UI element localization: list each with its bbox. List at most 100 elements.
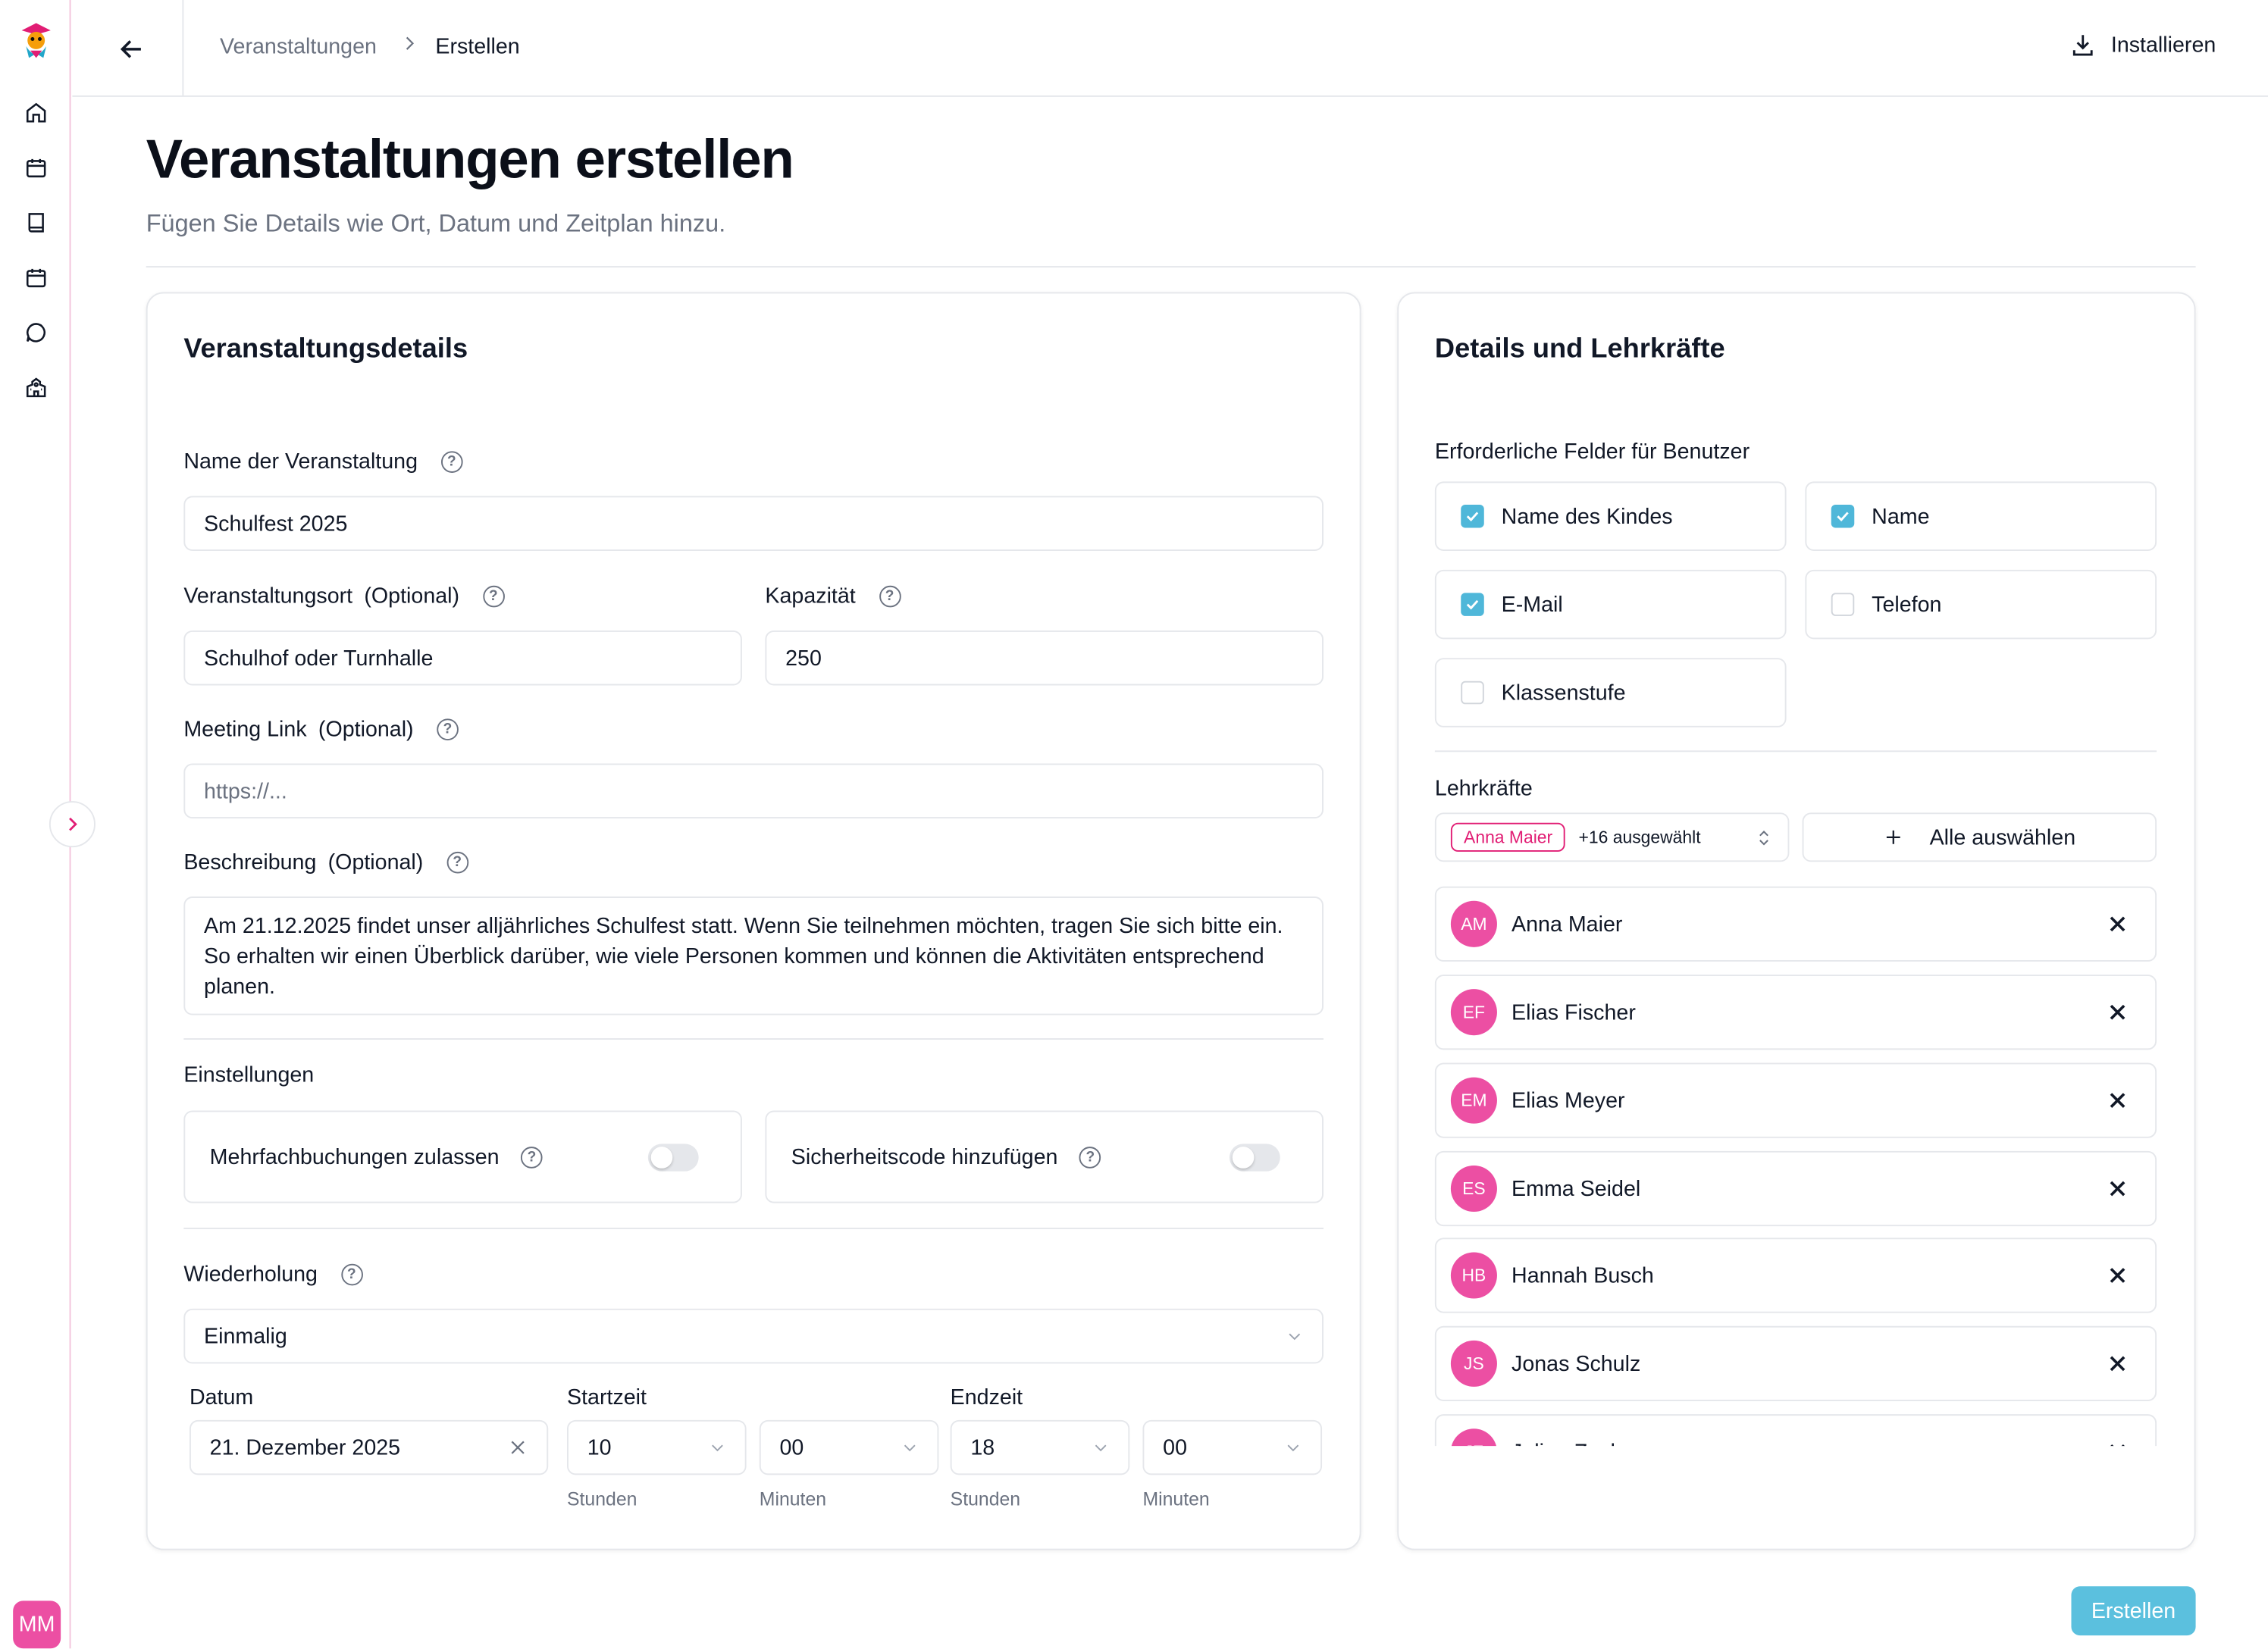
repeat-label-text: Wiederholung [183,1262,318,1288]
teacher-avatar: ES [1450,1165,1497,1212]
checkbox-checked[interactable] [1461,504,1484,528]
chat-icon[interactable] [24,321,48,345]
teacher-item: HB Hannah Busch [1434,1238,2157,1313]
checkbox-checked[interactable] [1831,504,1855,528]
remove-icon[interactable] [2104,911,2130,937]
description-textarea[interactable]: Am 21.12.2025 findet unser alljährliches… [183,896,1324,1015]
location-input[interactable]: Schulhof oder Turnhalle [183,630,742,686]
field-phone[interactable]: Telefon [1805,569,2157,640]
teacher-avatar: EF [1450,989,1497,1036]
user-avatar[interactable]: MM [13,1600,61,1649]
teacher-name: Julian Zech [1511,1440,1622,1447]
field-email[interactable]: E-Mail [1434,569,1787,640]
selected-teacher-chip[interactable]: Anna Maier [1450,822,1566,852]
end-minutes-select[interactable]: 00 [1142,1419,1323,1475]
field-label: Klassenstufe [1501,680,1626,706]
clear-icon[interactable] [508,1438,528,1458]
teacher-item: JS Jonas Schulz [1434,1325,2157,1402]
home-icon[interactable] [24,102,48,125]
help-icon[interactable]: ? [482,585,505,608]
help-icon[interactable]: ? [521,1146,543,1168]
end-hours-select[interactable]: 18 [950,1419,1130,1475]
location-label: Veranstaltungsort (Optional) ? [183,584,505,609]
calendar-alt-icon[interactable] [24,266,48,289]
remove-icon[interactable] [2104,1439,2130,1447]
optional-tag: (Optional) [327,850,424,875]
checkbox-checked[interactable] [1461,593,1484,616]
remove-icon[interactable] [2104,1000,2130,1025]
header-divider [146,266,2196,268]
repeat-select[interactable]: Einmalig [183,1308,1324,1364]
school-icon[interactable] [24,376,48,399]
event-name-label-text: Name der Veranstaltung [183,449,418,474]
plus-icon [1886,830,1900,844]
chevron-down-icon [1095,1444,1107,1452]
chevron-down-icon [712,1444,723,1452]
remove-icon[interactable] [2104,1263,2130,1288]
field-label: Telefon [1872,592,1942,617]
check-icon [1466,512,1479,522]
start-hours-select[interactable]: 10 [566,1419,747,1475]
chevron-down-icon [904,1444,916,1452]
teacher-avatar: EM [1450,1077,1497,1124]
topbar: Veranstaltungen Erstellen Installieren [72,0,2268,97]
help-icon[interactable]: ? [440,451,463,473]
help-icon[interactable]: ? [340,1263,363,1286]
teachers-multiselect[interactable]: Anna Maier +16 ausgewählt [1434,812,1790,862]
security-code-toggle[interactable] [1229,1144,1280,1172]
capacity-input[interactable]: 250 [765,630,1324,686]
event-name-input[interactable]: Schulfest 2025 [183,496,1324,552]
back-button[interactable] [116,33,148,65]
book-icon[interactable] [24,211,48,235]
teacher-name: Emma Seidel [1511,1176,1641,1201]
install-button[interactable]: Installieren [2070,32,2216,58]
checkbox-unchecked[interactable] [1831,593,1855,616]
divider [1434,750,2157,753]
end-minutes-value: 00 [1163,1435,1188,1460]
remove-icon[interactable] [2104,1175,2130,1201]
start-minutes-select[interactable]: 00 [759,1419,939,1475]
start-time-label: Startzeit [566,1385,647,1410]
field-child-name[interactable]: Name des Kindes [1434,481,1787,552]
chevron-right-icon [406,36,415,50]
teacher-list: AM Anna Maier EF Elias Fischer EM Elias … [1432,882,2161,1447]
teacher-name: Elias Meyer [1511,1087,1625,1113]
teacher-name: Anna Maier [1511,912,1623,937]
create-button[interactable]: Erstellen [2071,1586,2196,1636]
date-label: Datum [189,1385,254,1410]
calendar-icon[interactable] [24,156,48,180]
select-all-label: Alle auswählen [1929,824,2076,850]
event-name-label: Name der Veranstaltung ? [183,449,463,474]
field-name[interactable]: Name [1805,481,2157,552]
security-code-setting: Sicherheitscode hinzufügen ? [765,1110,1324,1203]
meeting-link-input[interactable]: https://... [183,763,1324,819]
breadcrumb-item-events[interactable]: Veranstaltungen [220,34,377,60]
date-input[interactable]: 21. Dezember 2025 [189,1419,549,1475]
select-all-button[interactable]: Alle auswählen [1802,812,2157,862]
event-details-title: Veranstaltungsdetails [183,333,468,365]
teacher-avatar: HB [1450,1252,1497,1299]
teacher-name: Elias Fischer [1511,1000,1636,1025]
help-icon[interactable]: ? [446,851,468,874]
capacity-label: Kapazität ? [765,584,901,609]
multi-booking-toggle[interactable] [647,1144,699,1172]
help-icon[interactable]: ? [1079,1146,1101,1168]
help-icon[interactable]: ? [879,585,901,608]
remove-icon[interactable] [2104,1350,2130,1376]
divider [183,1038,1324,1040]
checkbox-unchecked[interactable] [1461,681,1484,705]
meeting-label-text: Meeting Link [183,717,307,742]
help-icon[interactable]: ? [437,718,459,740]
settings-label: Einstellungen [183,1062,315,1087]
required-fields-label: Erforderliche Felder für Benutzer [1434,440,1750,465]
chevron-down-icon [1289,1333,1301,1341]
remove-icon[interactable] [2104,1087,2130,1113]
field-grade[interactable]: Klassenstufe [1434,658,1787,728]
app-logo[interactable] [17,19,55,62]
field-label: Name [1872,503,1930,529]
teacher-item: JZ Julian Zech [1434,1414,2157,1447]
sidebar-expand-button[interactable] [49,801,96,848]
meeting-link-label: Meeting Link (Optional) ? [183,717,459,742]
date-value: 21. Dezember 2025 [209,1435,401,1460]
field-label: E-Mail [1501,592,1563,617]
